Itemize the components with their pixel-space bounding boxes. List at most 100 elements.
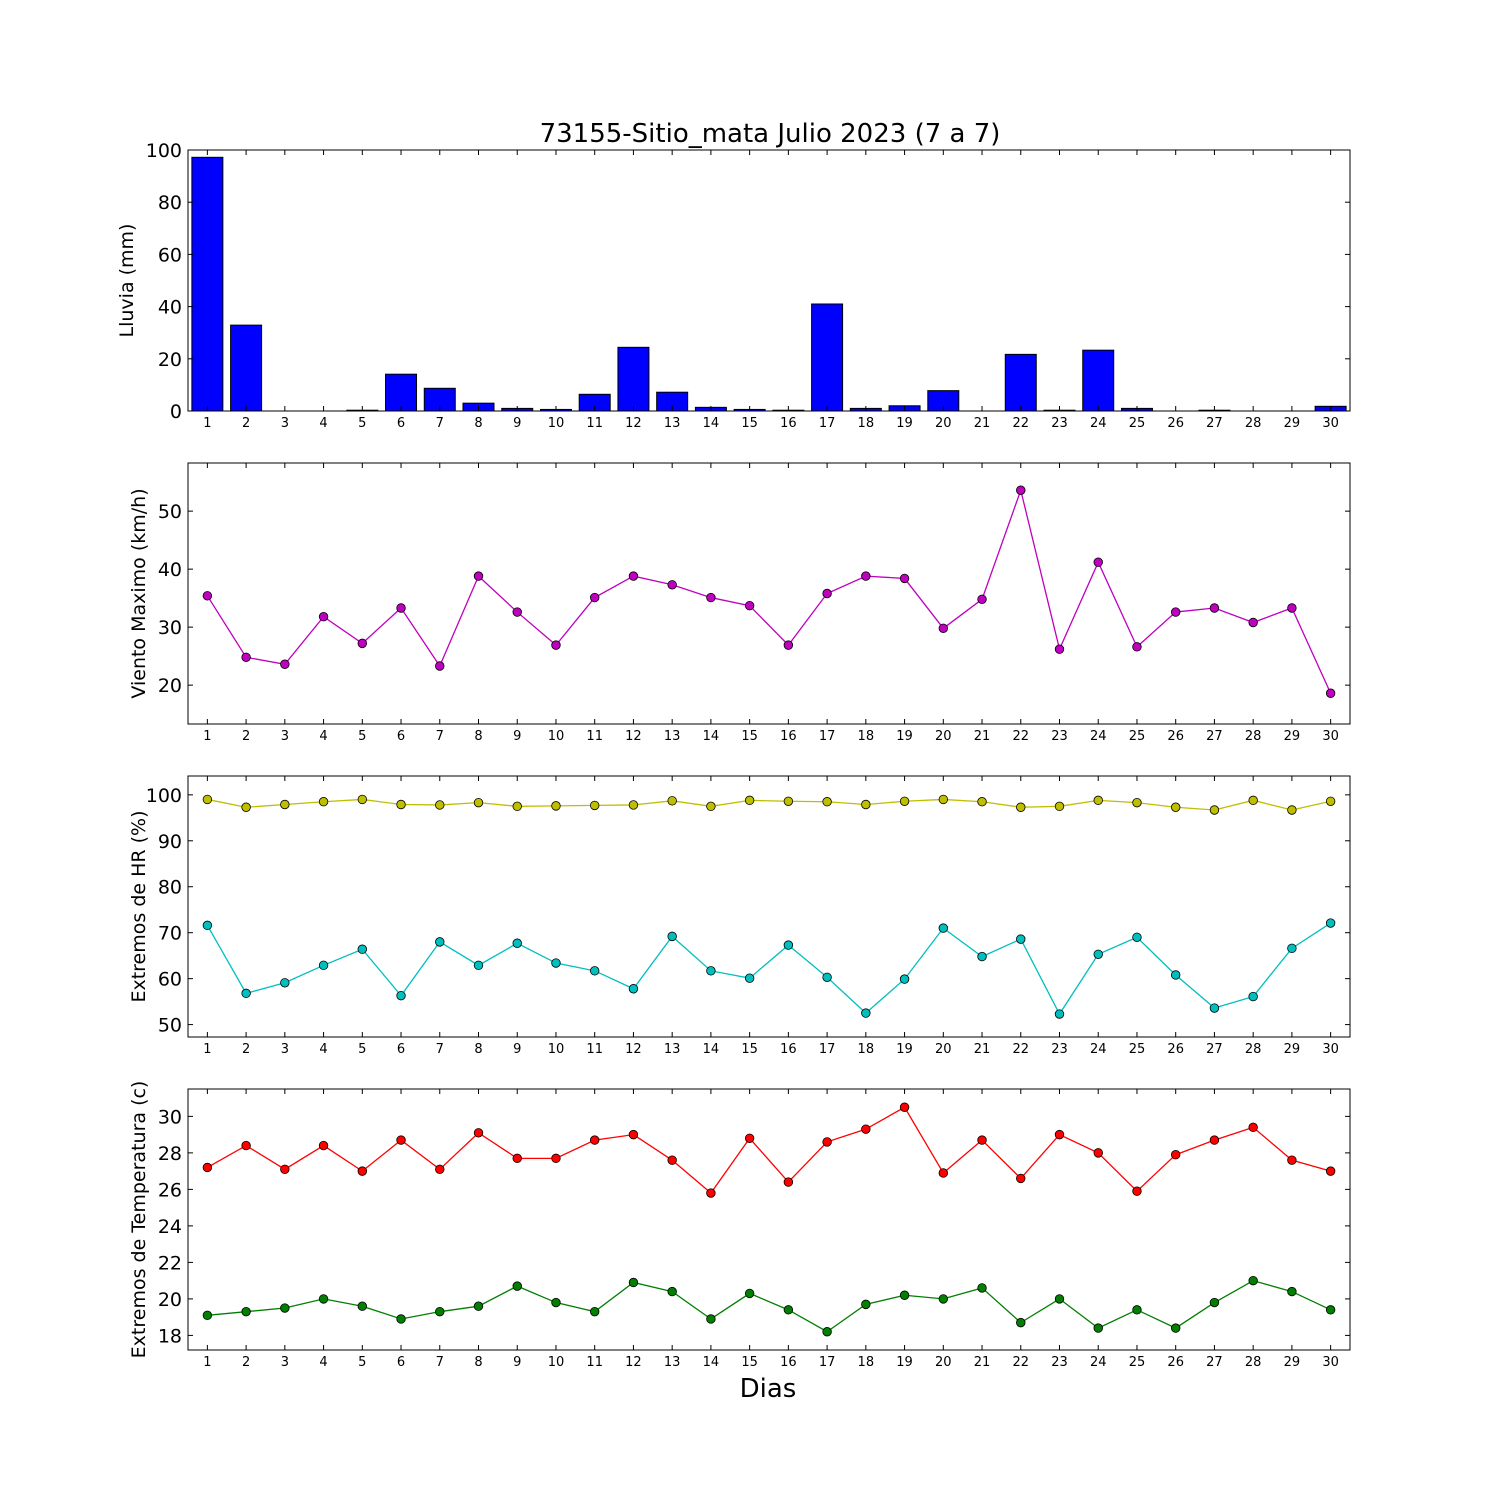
point-4-1-day-6 bbox=[396, 1135, 406, 1145]
point-3-2-day-4 bbox=[318, 960, 329, 971]
point-3-1-day-11 bbox=[590, 800, 600, 811]
point-4-1-day-22 bbox=[1016, 1173, 1026, 1184]
bar-day-17 bbox=[811, 303, 844, 412]
point-3-1-day-16 bbox=[783, 796, 794, 806]
x-tick-label: 4 bbox=[319, 1355, 327, 1370]
x-tick-label: 22 bbox=[1012, 1355, 1029, 1370]
point-3-2-day-25 bbox=[1132, 932, 1142, 942]
x-tick-label: 3 bbox=[281, 1042, 289, 1057]
x-tick-label: 10 bbox=[548, 1042, 565, 1057]
point-4-2-day-3 bbox=[280, 1303, 290, 1313]
x-tick-label: 26 bbox=[1167, 416, 1184, 431]
x-tick-label: 21 bbox=[974, 1355, 991, 1370]
point-3-2-day-28 bbox=[1248, 991, 1258, 1002]
point-4-2-day-1 bbox=[202, 1310, 213, 1321]
point-4-1-day-11 bbox=[590, 1135, 600, 1145]
bar-day-22 bbox=[1004, 353, 1037, 412]
point-3-2-day-27 bbox=[1209, 1003, 1220, 1013]
y-tick-label: 30 bbox=[158, 617, 182, 639]
series-line-2-1 bbox=[206, 487, 1332, 694]
point-2-1-day-10 bbox=[551, 640, 561, 650]
x-tick-label: 20 bbox=[935, 416, 952, 431]
x-tick-label: 9 bbox=[513, 1355, 521, 1370]
x-tick-label: 4 bbox=[319, 1042, 327, 1057]
plot-frame-2 bbox=[187, 462, 1351, 725]
point-3-1-day-8 bbox=[473, 797, 484, 808]
x-tick-label: 5 bbox=[358, 1355, 366, 1370]
point-3-1-day-2 bbox=[241, 802, 251, 812]
y-axis-label-4: Extremos de Temperatura (c) bbox=[128, 1081, 150, 1359]
x-tick-label: 8 bbox=[474, 1355, 482, 1370]
point-2-1-day-17 bbox=[822, 588, 832, 599]
x-tick-label: 9 bbox=[513, 729, 521, 744]
x-tick-label: 18 bbox=[858, 1355, 875, 1370]
point-4-2-day-9 bbox=[512, 1281, 522, 1291]
x-tick-label: 9 bbox=[513, 416, 521, 431]
x-tick-label: 25 bbox=[1129, 1042, 1146, 1057]
point-3-2-day-18 bbox=[861, 1008, 871, 1018]
x-tick-label: 19 bbox=[896, 1355, 913, 1370]
x-tick-label: 12 bbox=[625, 729, 642, 744]
x-tick-label: 30 bbox=[1322, 1355, 1339, 1370]
x-tick-label: 16 bbox=[780, 1042, 797, 1057]
x-tick-label: 12 bbox=[625, 416, 642, 431]
point-4-1-day-7 bbox=[435, 1164, 445, 1175]
point-3-1-day-28 bbox=[1248, 795, 1258, 806]
x-tick-label: 23 bbox=[1051, 1355, 1068, 1370]
point-3-2-day-14 bbox=[706, 966, 716, 976]
x-tick-label: 11 bbox=[586, 729, 603, 744]
bar-day-1 bbox=[191, 156, 224, 412]
point-3-2-day-6 bbox=[396, 990, 406, 1001]
x-tick-label: 13 bbox=[664, 1042, 681, 1057]
point-4-1-day-25 bbox=[1132, 1186, 1142, 1196]
x-tick-label: 16 bbox=[780, 416, 797, 431]
x-tick-label: 26 bbox=[1167, 1355, 1184, 1370]
x-tick-label: 24 bbox=[1090, 1042, 1107, 1057]
point-4-2-day-10 bbox=[551, 1297, 561, 1308]
point-3-1-day-12 bbox=[628, 800, 639, 810]
y-axis-label-3: Extremos de HR (%) bbox=[128, 810, 150, 1002]
x-tick-label: 10 bbox=[548, 1355, 565, 1370]
x-tick-label: 28 bbox=[1245, 1042, 1262, 1057]
x-tick-label: 8 bbox=[474, 416, 482, 431]
x-tick-label: 15 bbox=[741, 729, 758, 744]
point-4-1-day-3 bbox=[280, 1164, 290, 1175]
point-3-2-day-29 bbox=[1287, 943, 1297, 954]
point-3-1-day-15 bbox=[744, 795, 755, 806]
point-4-2-day-13 bbox=[667, 1286, 677, 1297]
x-tick-label: 12 bbox=[625, 1042, 642, 1057]
bar-day-24 bbox=[1082, 349, 1115, 412]
point-3-2-day-1 bbox=[202, 920, 213, 931]
point-3-1-day-14 bbox=[706, 801, 716, 812]
x-tick-label: 11 bbox=[586, 1042, 603, 1057]
point-3-1-day-13 bbox=[667, 796, 677, 806]
x-tick-label: 24 bbox=[1090, 416, 1107, 431]
x-tick-label: 13 bbox=[664, 1355, 681, 1370]
x-tick-label: 24 bbox=[1090, 1355, 1107, 1370]
point-3-2-day-21 bbox=[977, 951, 987, 962]
x-tick-label: 27 bbox=[1206, 1355, 1223, 1370]
x-tick-label: 1 bbox=[203, 1355, 211, 1370]
x-tick-label: 16 bbox=[780, 729, 797, 744]
point-4-1-day-14 bbox=[706, 1188, 716, 1198]
point-2-1-day-20 bbox=[938, 623, 949, 634]
x-tick-label: 19 bbox=[896, 1042, 913, 1057]
series-line-4-2 bbox=[207, 1279, 1331, 1333]
point-2-1-day-3 bbox=[280, 659, 290, 669]
x-tick-label: 27 bbox=[1206, 416, 1223, 431]
x-axis-label: Dias bbox=[740, 1374, 797, 1404]
point-4-2-day-27 bbox=[1209, 1297, 1220, 1308]
x-tick-label: 17 bbox=[819, 1042, 836, 1057]
x-tick-label: 14 bbox=[703, 1042, 720, 1057]
series-line-3-1 bbox=[207, 798, 1331, 811]
x-tick-label: 17 bbox=[819, 729, 836, 744]
point-2-1-day-6 bbox=[396, 603, 406, 613]
point-4-1-day-12 bbox=[628, 1129, 639, 1140]
x-tick-label: 30 bbox=[1322, 1042, 1339, 1057]
point-4-2-day-28 bbox=[1248, 1275, 1258, 1286]
y-tick-label: 60 bbox=[158, 969, 182, 991]
y-tick-label: 24 bbox=[158, 1216, 182, 1238]
point-4-1-day-23 bbox=[1054, 1129, 1065, 1140]
